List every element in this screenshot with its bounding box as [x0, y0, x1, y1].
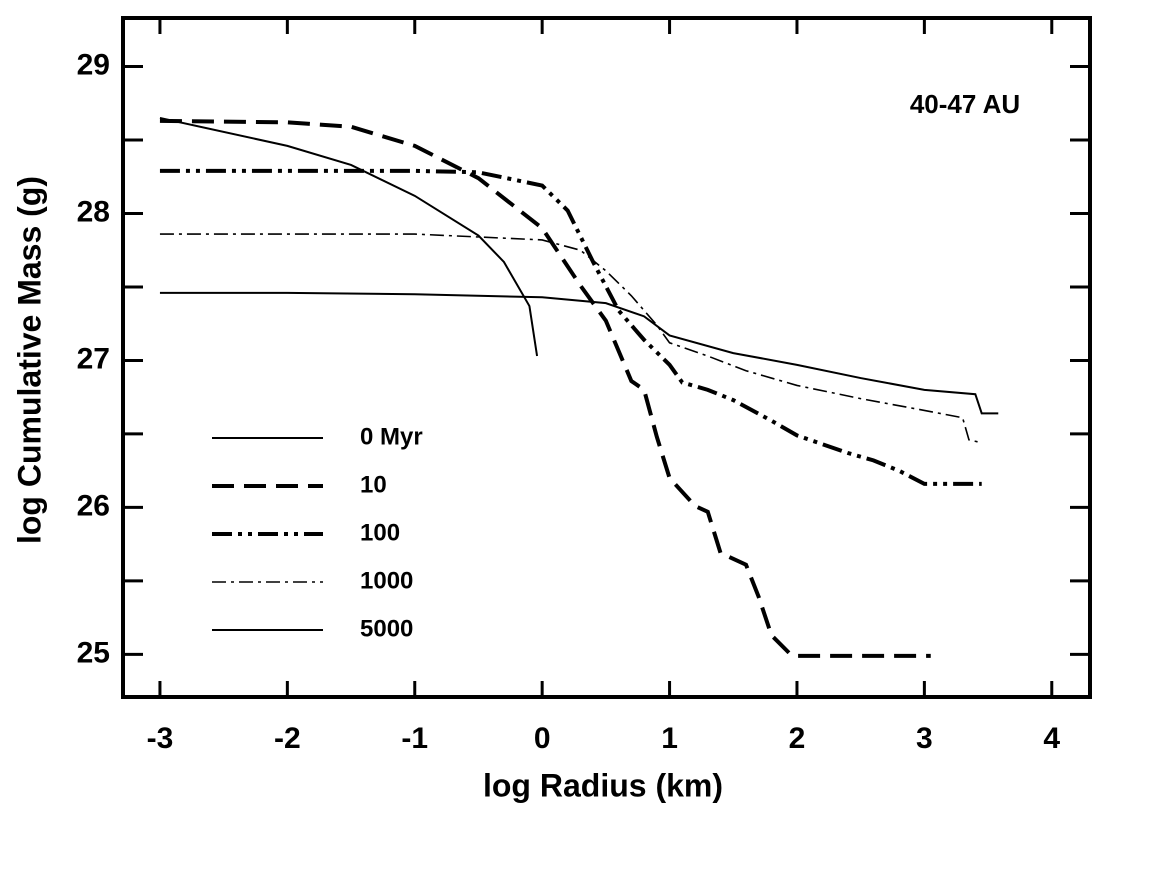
series-line	[159, 116, 539, 357]
y-tick-label: 25	[77, 636, 110, 669]
y-tick-label: 28	[77, 195, 110, 228]
legend-label: 1000	[360, 567, 413, 594]
x-tick-label: 1	[661, 722, 678, 755]
series-line	[159, 118, 931, 658]
legend-label: 10	[360, 471, 387, 498]
x-tick-label: 0	[534, 722, 551, 755]
legend-label: 5000	[360, 615, 413, 642]
series-line	[159, 291, 999, 415]
plot-frame	[121, 16, 1092, 699]
x-tick-label: 2	[789, 722, 806, 755]
y-tick-label: 27	[77, 342, 110, 375]
series-line	[159, 168, 982, 486]
y-axis-label: log Cumulative Mass (g)	[11, 176, 47, 544]
x-tick-label: -2	[274, 722, 301, 755]
y-tick-label: 29	[77, 48, 110, 81]
y-tick-label: 26	[77, 489, 110, 522]
x-tick-label: 4	[1043, 722, 1060, 755]
legend-label: 100	[360, 519, 400, 546]
series-line	[159, 233, 982, 444]
x-tick-label: -3	[147, 722, 174, 755]
legend-label: 0 Myr	[360, 423, 423, 450]
x-axis-label: log Radius (km)	[483, 767, 723, 803]
annotation: 40-47 AU	[910, 89, 1020, 119]
x-tick-label: -1	[401, 722, 428, 755]
x-tick-label: 3	[916, 722, 933, 755]
